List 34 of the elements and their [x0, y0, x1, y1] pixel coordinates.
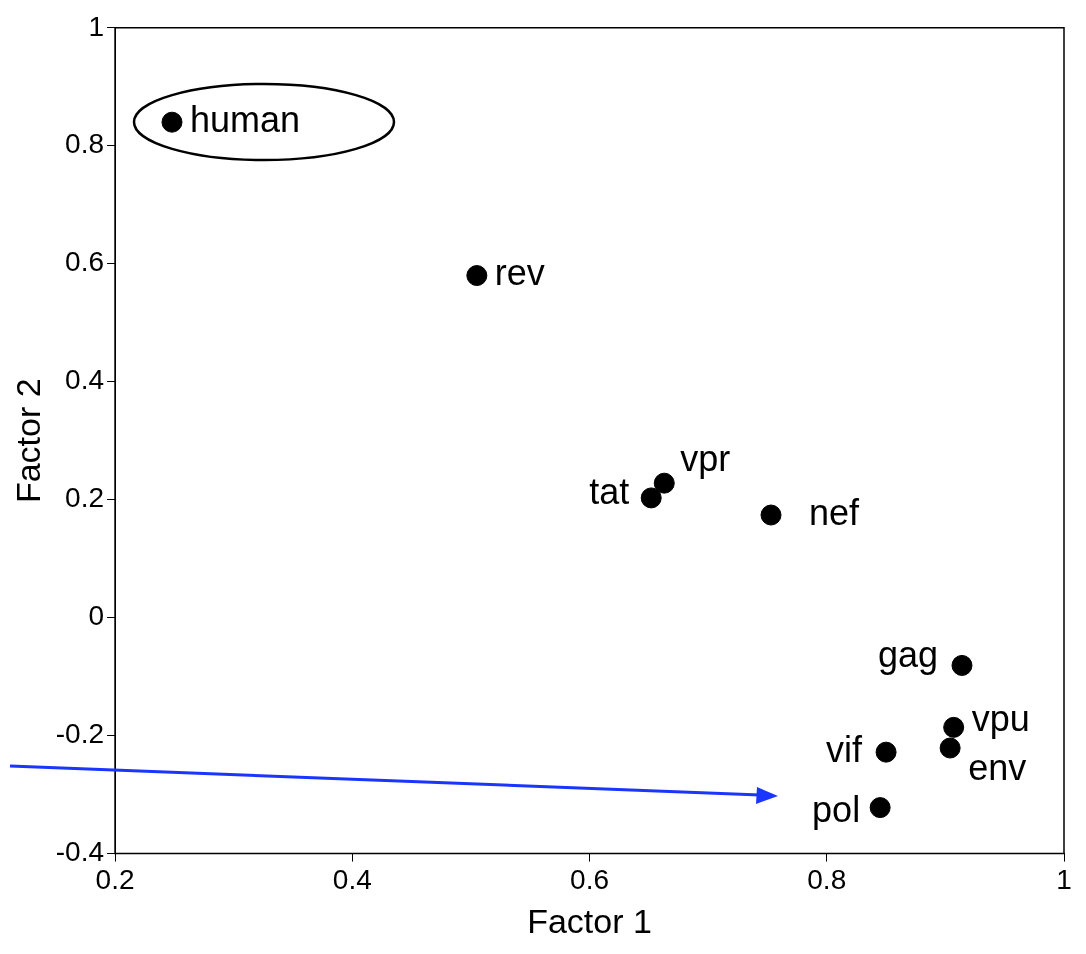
annotation: vpu: [971, 698, 1030, 740]
point: [466, 265, 488, 287]
y-tick-label: 1: [88, 10, 105, 42]
y-tick-label: 0.8: [65, 128, 105, 160]
x-tick-label: 0.4: [332, 864, 372, 896]
point: [161, 111, 183, 133]
point: [640, 487, 662, 509]
y-tick-label: 0: [88, 600, 105, 632]
y-axis-title: Factor 2: [8, 378, 47, 504]
annotation: human: [189, 99, 301, 141]
x-tick-label: 0.8: [807, 864, 847, 896]
annotation: pol: [812, 788, 861, 830]
point: [943, 716, 965, 738]
y-tick-label: 0.6: [65, 246, 105, 278]
annotation: vif: [826, 729, 864, 771]
x-tick-label: 0.6: [570, 864, 609, 896]
annotation: tat: [589, 470, 630, 512]
point: [951, 654, 973, 676]
point: [653, 472, 675, 494]
annotation: env: [968, 746, 1027, 788]
point: [869, 797, 891, 819]
y-tick-label: 0.2: [65, 482, 105, 514]
point: [760, 504, 782, 526]
annotation: vpr: [680, 438, 731, 480]
y-tick-label: 0.4: [65, 364, 105, 396]
point: [875, 741, 897, 763]
y-tick-label: -0.4: [55, 836, 105, 868]
x-tick-label: 1: [1056, 864, 1072, 896]
y-tick-label: -0.2: [55, 718, 105, 750]
annotation: rev: [494, 252, 545, 294]
annotation: gag: [877, 634, 938, 676]
annotation: nef: [809, 491, 861, 533]
x-axis-title: Factor 1: [527, 901, 652, 940]
point: [939, 737, 961, 759]
